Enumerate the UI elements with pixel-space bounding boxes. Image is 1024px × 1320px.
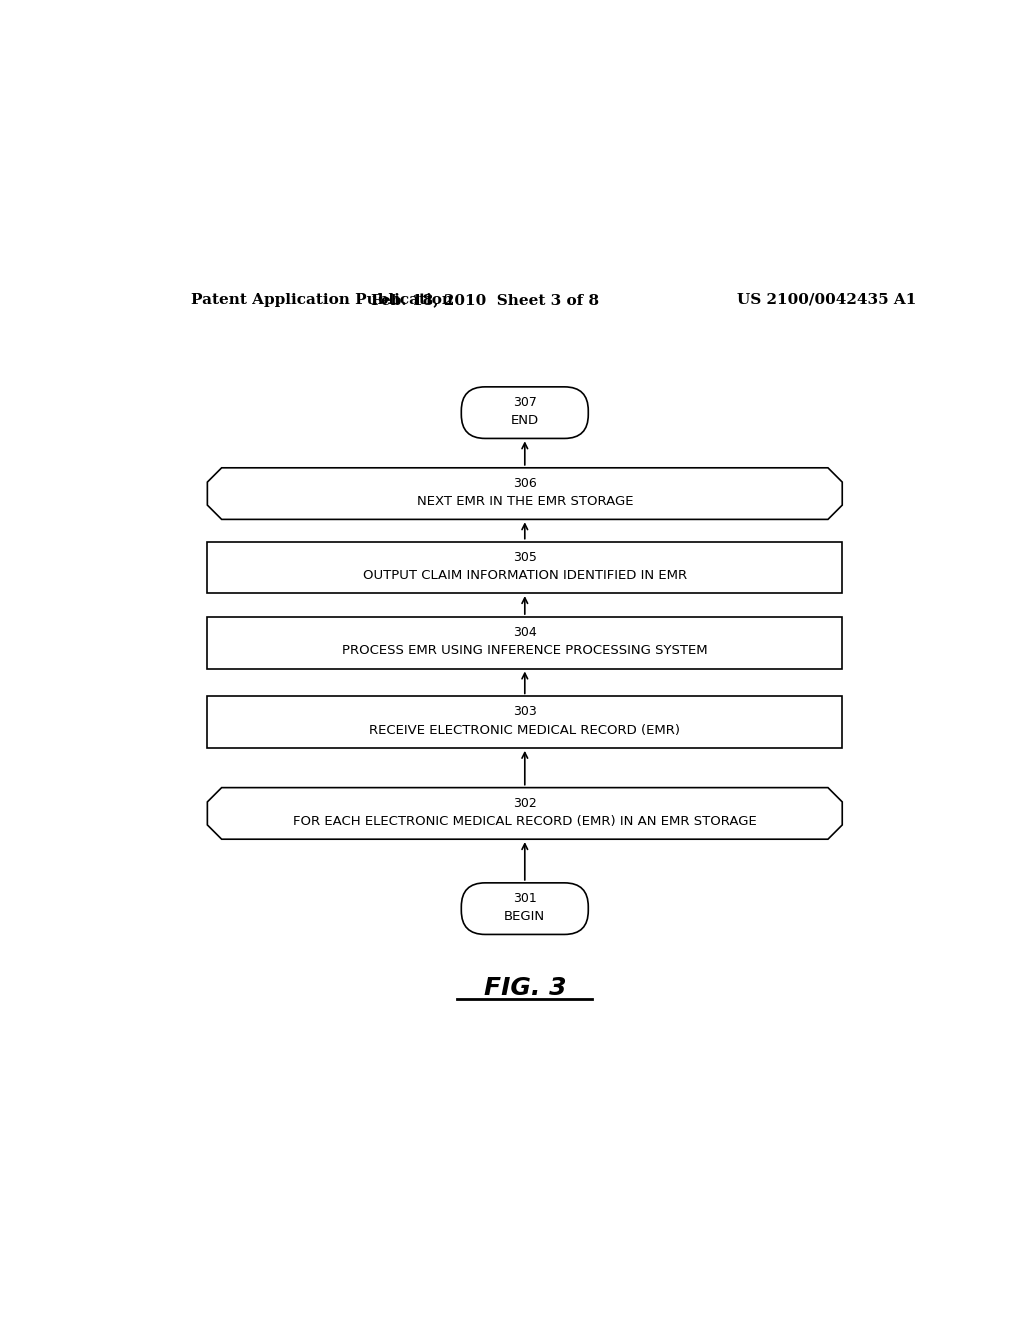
FancyBboxPatch shape xyxy=(461,883,588,935)
Text: RECEIVE ELECTRONIC MEDICAL RECORD (EMR): RECEIVE ELECTRONIC MEDICAL RECORD (EMR) xyxy=(370,723,680,737)
Polygon shape xyxy=(207,788,842,840)
Text: Patent Application Publication: Patent Application Publication xyxy=(191,293,454,308)
Bar xyxy=(207,541,843,593)
Text: OUTPUT CLAIM INFORMATION IDENTIFIED IN EMR: OUTPUT CLAIM INFORMATION IDENTIFIED IN E… xyxy=(362,569,687,582)
Text: 305: 305 xyxy=(513,550,537,564)
Text: FOR EACH ELECTRONIC MEDICAL RECORD (EMR) IN AN EMR STORAGE: FOR EACH ELECTRONIC MEDICAL RECORD (EMR)… xyxy=(293,814,757,828)
Bar xyxy=(207,697,843,748)
Text: Feb. 18, 2010  Sheet 3 of 8: Feb. 18, 2010 Sheet 3 of 8 xyxy=(371,293,599,308)
Text: US 2100/0042435 A1: US 2100/0042435 A1 xyxy=(736,293,916,308)
Text: 303: 303 xyxy=(513,705,537,718)
Text: FIG. 3: FIG. 3 xyxy=(483,975,566,1001)
Text: 302: 302 xyxy=(513,796,537,809)
FancyBboxPatch shape xyxy=(461,387,588,438)
Text: BEGIN: BEGIN xyxy=(504,909,546,923)
Text: 307: 307 xyxy=(513,396,537,409)
Text: 301: 301 xyxy=(513,892,537,904)
Text: 306: 306 xyxy=(513,477,537,490)
Polygon shape xyxy=(207,467,842,519)
Text: 304: 304 xyxy=(513,626,537,639)
Bar xyxy=(207,616,843,669)
Text: END: END xyxy=(511,414,539,428)
Text: PROCESS EMR USING INFERENCE PROCESSING SYSTEM: PROCESS EMR USING INFERENCE PROCESSING S… xyxy=(342,644,708,657)
Text: NEXT EMR IN THE EMR STORAGE: NEXT EMR IN THE EMR STORAGE xyxy=(417,495,633,508)
